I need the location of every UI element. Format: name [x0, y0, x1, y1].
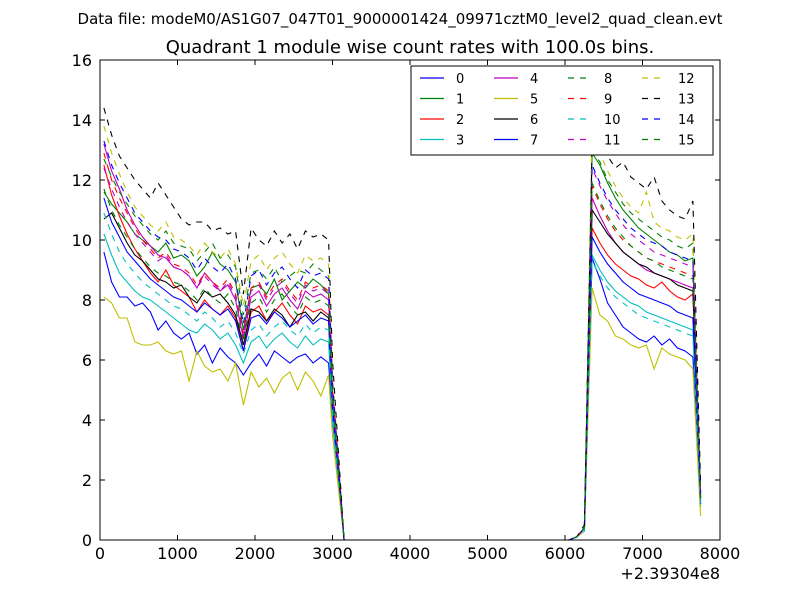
legend-label-4: 4	[530, 72, 538, 87]
x-offset-label: +2.39304e8	[620, 564, 720, 583]
series-line-14	[103, 140, 702, 541]
legend-label-9: 9	[604, 93, 612, 108]
x-tick-label: 0	[95, 544, 105, 563]
series-line-0	[103, 251, 702, 541]
y-tick-label: 2	[82, 471, 92, 490]
x-tick-label: 1000	[157, 544, 198, 563]
series-line-5	[103, 287, 702, 541]
legend-label-10: 10	[604, 113, 621, 128]
legend-label-1: 1	[456, 93, 464, 108]
suptitle: Data file: modeM0/AS1G07_047T01_90000014…	[78, 10, 723, 29]
series-line-9	[103, 152, 702, 541]
series-line-1	[103, 151, 702, 541]
y-tick-label: 4	[82, 411, 92, 430]
legend-label-2: 2	[456, 113, 464, 128]
legend-label-7: 7	[530, 134, 538, 149]
x-tick-label: 7000	[622, 544, 663, 563]
legend-label-3: 3	[456, 134, 464, 149]
y-tick-label: 14	[72, 111, 92, 130]
series-line-7	[103, 197, 702, 541]
legend-label-13: 13	[678, 93, 695, 108]
series-layer	[103, 107, 702, 541]
legend-label-12: 12	[678, 72, 695, 87]
y-tick-label: 10	[72, 231, 92, 250]
y-tick-label: 12	[72, 171, 92, 190]
y-tick-label: 8	[82, 291, 92, 310]
legend-label-6: 6	[530, 113, 538, 128]
series-line-12	[103, 119, 702, 541]
legend-label-15: 15	[678, 134, 695, 149]
series-line-10	[103, 212, 702, 541]
series-line-15	[103, 182, 702, 541]
x-tick-label: 8000	[700, 544, 741, 563]
x-tick-label: 2000	[235, 544, 276, 563]
legend-label-11: 11	[604, 134, 621, 149]
x-tick-label: 5000	[467, 544, 508, 563]
legend-label-5: 5	[530, 93, 538, 108]
axis-ticks: 0 1000 2000 3000 4000 5000 6000 7000 80000246810…	[72, 51, 741, 563]
y-tick-label: 0	[82, 531, 92, 550]
chart-title: Quadrant 1 module wise count rates with …	[166, 37, 655, 58]
x-tick-label: 3000	[312, 544, 353, 563]
series-line-11	[103, 167, 702, 541]
y-tick-label: 16	[72, 51, 92, 70]
series-line-2	[103, 164, 702, 541]
y-tick-label: 6	[82, 351, 92, 370]
x-tick-label: 4000	[390, 544, 431, 563]
legend-box	[410, 65, 714, 156]
plot-frame	[99, 59, 721, 541]
legend-label-14: 14	[678, 113, 695, 128]
legend-label-0: 0	[456, 72, 464, 87]
x-tick-label: 6000	[545, 544, 586, 563]
legend-label-8: 8	[604, 72, 612, 87]
series-line-13	[103, 107, 702, 541]
